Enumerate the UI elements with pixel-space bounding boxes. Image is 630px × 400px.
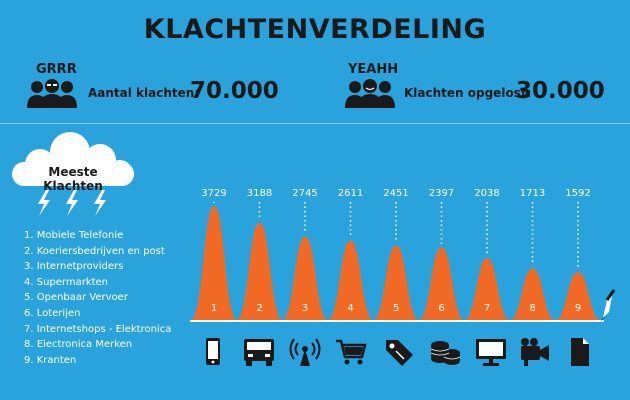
tag-icon (386, 340, 413, 366)
stat-complaints-value: 70.000 (190, 78, 279, 104)
list-item: 7. Internetshops - Elektronica (24, 323, 172, 335)
list-item: 1. Mobiele Telefonie (24, 230, 124, 241)
shopping-cart-icon (336, 339, 367, 365)
document-icon (571, 338, 589, 366)
data-label: 2611 (338, 188, 363, 199)
antenna-icon (289, 338, 321, 366)
list-item: 3. Internetproviders (24, 261, 124, 273)
data-label: 2451 (383, 188, 408, 199)
category-label: 2 (256, 303, 262, 314)
data-label: 1713 (520, 188, 545, 199)
list-item: 6. Loterijen (24, 307, 81, 319)
cloud-label: Meeste Klachten (43, 165, 103, 193)
list-item: 8. Electronica Merken (24, 339, 133, 351)
list-item: 2. Koeriersbedrijven en post (24, 245, 165, 257)
data-label: 3188 (247, 188, 272, 199)
peak-5 (372, 245, 420, 321)
category-label: 4 (347, 303, 353, 314)
data-label: 2038 (474, 188, 499, 199)
peak-9 (554, 271, 602, 321)
peak-2 (235, 222, 284, 321)
happy-people-icon (345, 79, 395, 108)
storm-cloud-icon (12, 132, 134, 216)
list-item: 4. Supermarkten (24, 276, 109, 288)
phone-icon (206, 338, 220, 365)
stat-tag-grrr: GRRR (36, 62, 77, 77)
peak-4 (326, 240, 375, 321)
category-label: 6 (438, 303, 444, 314)
stat-tag-yeahh: YEAHH (348, 62, 399, 77)
category-label: 3 (302, 303, 308, 314)
peak-8 (508, 268, 557, 321)
peak-7 (463, 258, 511, 321)
page-title: KLACHTENVERDELING (143, 14, 487, 45)
stat-complaints-label: Aantal klachten: (88, 86, 200, 100)
category-label: 8 (529, 303, 535, 314)
pencil-icon (600, 289, 616, 322)
data-label: 1592 (565, 188, 590, 199)
peak-6 (417, 247, 466, 321)
section-divider (0, 123, 630, 124)
data-label: 2745 (292, 188, 317, 199)
ranking-list: 1. Mobiele Telefonie 2. Koeriersbedrijve… (24, 228, 171, 368)
angry-people-icon (27, 79, 77, 108)
list-item: 9. Kranten (24, 354, 77, 366)
category-label: 5 (393, 303, 399, 314)
peak-1 (190, 206, 238, 321)
coins-icon (430, 341, 461, 365)
category-label: 1 (211, 303, 217, 314)
camcorder-icon (521, 338, 549, 366)
peak-3 (281, 236, 329, 321)
data-label: 2397 (429, 188, 454, 199)
monitor-icon (476, 339, 506, 366)
list-item: 5. Openbaar Vervoer (24, 292, 128, 304)
truck-icon (244, 339, 274, 366)
stat-resolved-value: 30.000 (516, 78, 605, 104)
stat-resolved-label: Klachten opgelost: (404, 86, 532, 100)
category-label: 7 (484, 303, 490, 314)
data-label: 3729 (201, 188, 226, 199)
category-label: 9 (575, 303, 581, 314)
